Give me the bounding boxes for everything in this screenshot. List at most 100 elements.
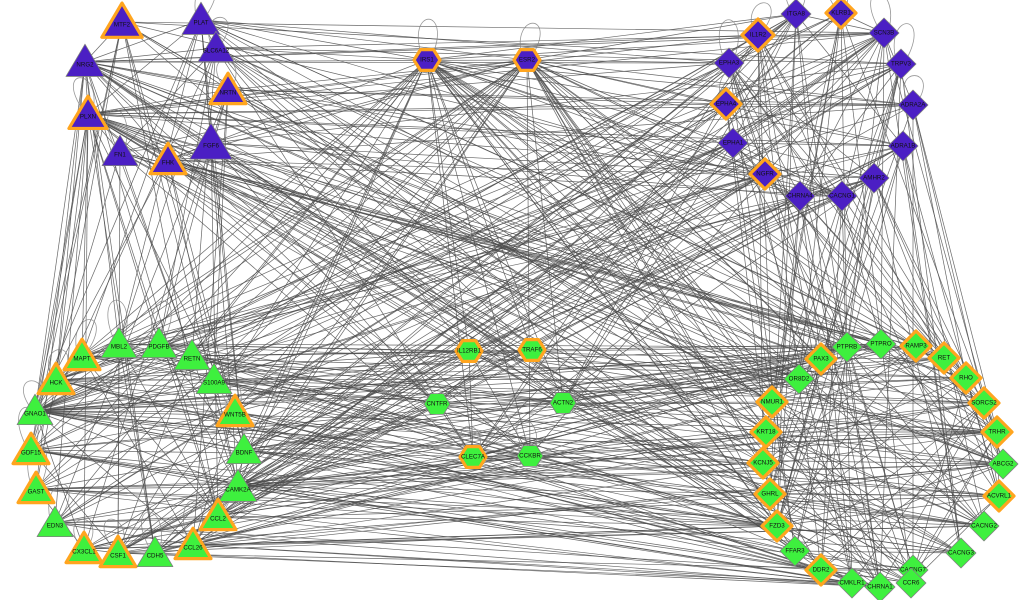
node-shape-diamond[interactable]	[895, 567, 927, 599]
graph-node[interactable]: CHRNA1	[864, 571, 896, 600]
graph-node[interactable]: ADRA2A	[897, 89, 929, 121]
node-shape-triangle[interactable]	[11, 431, 51, 466]
edge	[81, 355, 967, 379]
node-shape-triangle[interactable]	[36, 361, 76, 396]
edge	[426, 59, 848, 348]
node-shape-hexagon[interactable]	[516, 445, 544, 467]
node-shape-hexagon[interactable]	[512, 48, 542, 72]
node-shape-diamond[interactable]	[713, 47, 745, 79]
graph-node[interactable]: IRS1	[412, 48, 442, 72]
edge	[840, 12, 848, 348]
node-shape-diamond[interactable]	[858, 162, 890, 194]
graph-node[interactable]: ESR2	[512, 48, 542, 72]
node-shape-diamond[interactable]	[784, 180, 816, 212]
graph-node[interactable]: TRPV3	[885, 48, 917, 80]
graph-node[interactable]: IL12RB1	[454, 339, 484, 363]
edge	[81, 62, 730, 357]
node-shape-diamond[interactable]	[836, 567, 868, 599]
node-shape-diamond[interactable]	[982, 479, 1016, 513]
nodes-layer[interactable]: MTF2 PLATSLC6A12NRG2NRTNPLXNFGF6FN1FHKIRS…	[11, 0, 1019, 600]
graph-node[interactable]: CACNG1	[826, 180, 858, 212]
node-shape-triangle[interactable]	[198, 497, 238, 532]
node-shape-triangle[interactable]	[218, 468, 258, 502]
node-shape-hexagon[interactable]	[454, 339, 484, 363]
node-shape-triangle[interactable]	[173, 526, 213, 561]
node-shape-diamond[interactable]	[783, 363, 815, 395]
graph-node[interactable]: GAST	[16, 470, 56, 505]
node-shape-hexagon[interactable]	[517, 338, 547, 362]
node-shape-triangle[interactable]	[195, 362, 233, 395]
node-shape-diamond[interactable]	[760, 509, 794, 543]
graph-node[interactable]: ADRA1B	[887, 130, 919, 162]
node-shape-diamond[interactable]	[804, 553, 838, 587]
node-shape-diamond[interactable]	[897, 89, 929, 121]
graph-node[interactable]: CLEC7A	[458, 445, 488, 469]
node-shape-diamond[interactable]	[740, 17, 776, 53]
node-shape-diamond[interactable]	[709, 87, 743, 121]
node-shape-triangle[interactable]	[148, 141, 188, 176]
node-shape-hexagon[interactable]	[458, 445, 488, 469]
node-shape-triangle[interactable]	[62, 337, 102, 372]
node-shape-triangle[interactable]	[181, 1, 221, 35]
node-shape-diamond[interactable]	[865, 328, 897, 360]
node-shape-triangle[interactable]	[98, 534, 138, 569]
node-shape-diamond[interactable]	[779, 535, 811, 567]
node-shape-diamond[interactable]	[887, 130, 919, 162]
node-shape-diamond[interactable]	[945, 537, 977, 569]
edge	[841, 195, 853, 584]
node-shape-diamond[interactable]	[864, 571, 896, 600]
node-shape-triangle[interactable]	[16, 393, 54, 426]
graph-node[interactable]: IL1R2	[740, 17, 776, 53]
node-shape-diamond[interactable]	[899, 329, 933, 363]
graph-node[interactable]: CACNG3	[945, 537, 977, 569]
node-shape-diamond[interactable]	[749, 415, 783, 449]
graph-node[interactable]: KLRB1	[824, 0, 858, 30]
graph-node[interactable]: RAMP3	[899, 329, 933, 363]
graph-node[interactable]: KCNJ5	[746, 446, 780, 480]
node-shape-triangle[interactable]	[225, 432, 263, 465]
graph-node[interactable]: MTF2	[100, 1, 144, 39]
node-shape-triangle[interactable]	[16, 470, 56, 505]
node-shape-diamond[interactable]	[826, 180, 858, 212]
node-shape-triangle[interactable]	[100, 326, 138, 359]
node-shape-diamond[interactable]	[831, 331, 863, 363]
node-shape-diamond[interactable]	[804, 342, 838, 376]
node-shape-triangle[interactable]	[189, 122, 233, 160]
node-shape-triangle[interactable]	[100, 1, 144, 39]
node-shape-diamond[interactable]	[717, 127, 749, 159]
node-shape-triangle[interactable]	[197, 30, 235, 62]
node-shape-diamond[interactable]	[824, 0, 858, 30]
node-shape-hexagon[interactable]	[549, 392, 577, 414]
node-shape-diamond[interactable]	[980, 415, 1014, 449]
node-shape-triangle[interactable]	[65, 43, 105, 77]
node-shape-diamond[interactable]	[987, 448, 1019, 480]
node-shape-triangle[interactable]	[36, 505, 74, 537]
node-shape-triangle[interactable]	[215, 393, 255, 428]
node-shape-diamond[interactable]	[753, 477, 787, 511]
node-shape-triangle[interactable]	[67, 94, 109, 131]
node-shape-triangle[interactable]	[140, 326, 178, 359]
graph-node[interactable]: TRHR	[980, 415, 1014, 449]
node-shape-diamond[interactable]	[967, 386, 1001, 420]
node-shape-diamond[interactable]	[780, 0, 812, 30]
node-shape-hexagon[interactable]	[412, 48, 442, 72]
node-shape-triangle[interactable]	[173, 338, 211, 371]
node-shape-triangle[interactable]	[101, 134, 139, 167]
node-shape-diamond[interactable]	[868, 17, 900, 49]
node-shape-triangle[interactable]	[64, 530, 104, 565]
node-shape-diamond[interactable]	[885, 48, 917, 80]
graph-node[interactable]: PLAT	[181, 1, 221, 35]
node-shape-hexagon[interactable]	[423, 393, 451, 415]
node-shape-diamond[interactable]	[968, 510, 1000, 542]
node-shape-diamond[interactable]	[949, 361, 983, 395]
graph-node[interactable]: TRAF6	[517, 338, 547, 362]
node-shape-triangle[interactable]	[136, 535, 174, 567]
node-shape-diamond[interactable]	[746, 446, 780, 480]
node-shape-diamond[interactable]	[748, 157, 782, 191]
edge	[119, 151, 800, 380]
node-shape-diamond[interactable]	[927, 341, 961, 375]
node-shape-triangle[interactable]	[208, 71, 248, 106]
node-shape-diamond[interactable]	[755, 385, 789, 419]
